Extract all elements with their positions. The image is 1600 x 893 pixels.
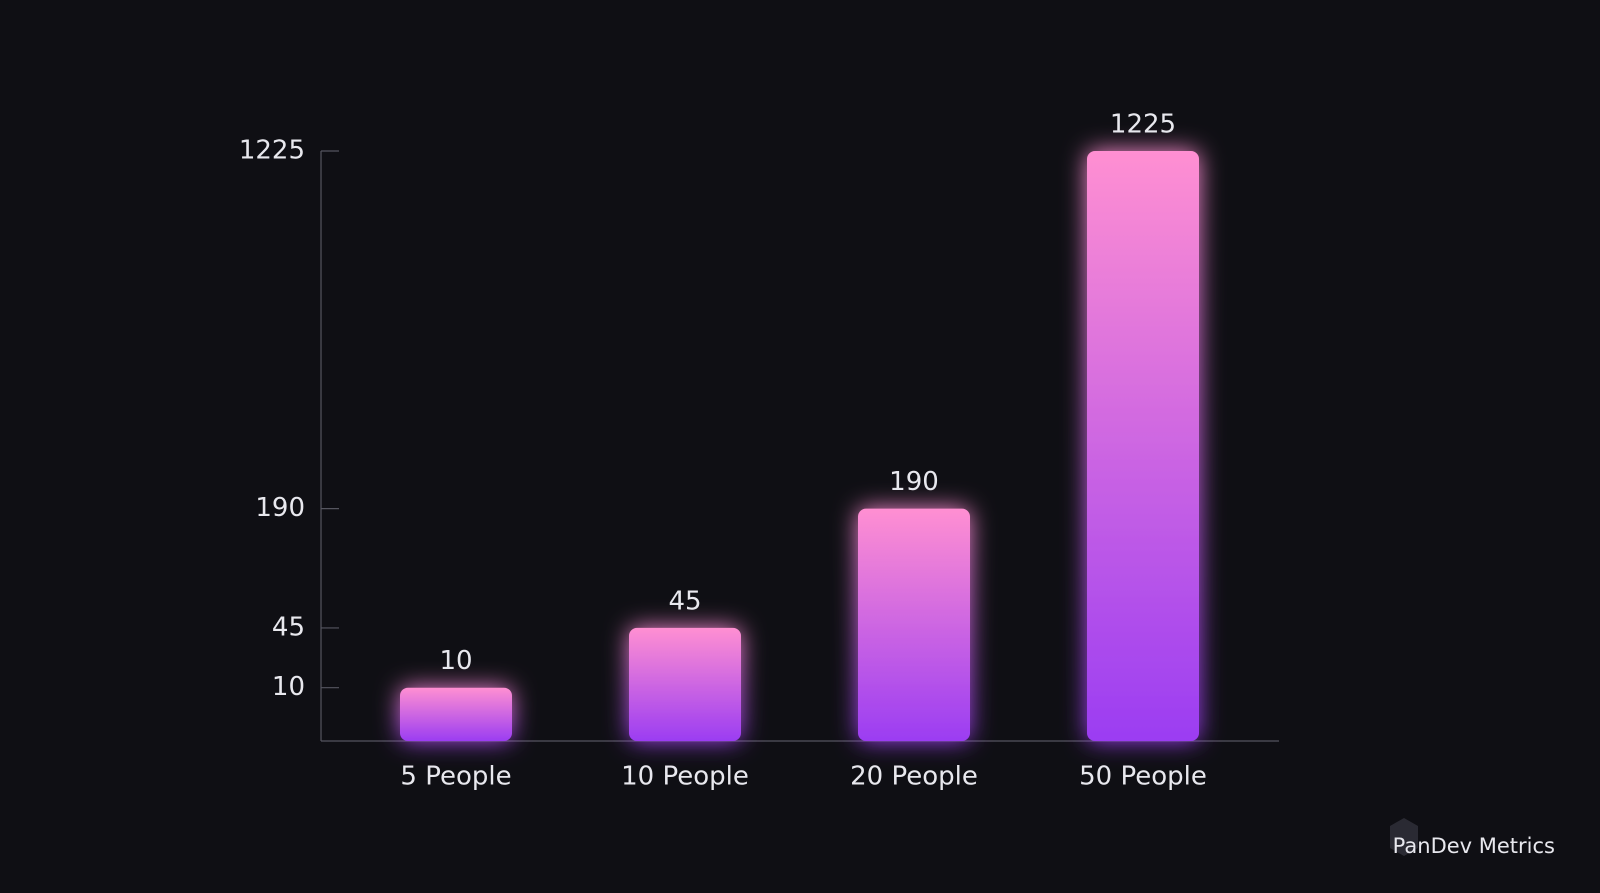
- y-tick-label: 10: [272, 672, 305, 702]
- y-tick-label: 190: [255, 493, 305, 523]
- x-tick-label: 10 People: [621, 762, 749, 792]
- value-label: 1225: [1110, 110, 1176, 140]
- logo-icon: [1390, 818, 1418, 856]
- bar: [858, 508, 970, 741]
- watermark: PanDev Metrics: [1393, 834, 1555, 858]
- x-tick-label: 5 People: [400, 762, 511, 792]
- y-tick-label: 1225: [239, 136, 305, 166]
- x-tick-label: 50 People: [1079, 762, 1207, 792]
- value-label: 10: [439, 646, 472, 676]
- bar: [629, 627, 741, 741]
- y-tick-label: 45: [272, 612, 305, 642]
- x-tick-label: 20 People: [850, 762, 978, 792]
- value-label: 190: [889, 467, 939, 497]
- bar: [1087, 151, 1199, 741]
- bar: [400, 687, 512, 741]
- value-label: 45: [668, 586, 701, 616]
